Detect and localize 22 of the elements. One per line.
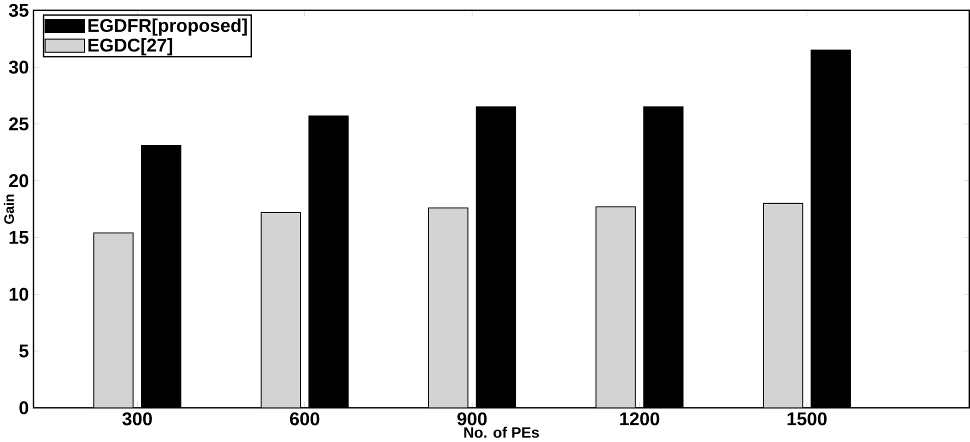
- y-tick-label: 20: [9, 174, 28, 188]
- y-tick-label: 30: [8, 60, 28, 74]
- y-tick-label: 25: [9, 118, 28, 131]
- y-tick-label: 15: [10, 231, 28, 244]
- x-tick-label: 900: [457, 412, 487, 426]
- bar: [428, 208, 468, 408]
- y-tick-label: 5: [19, 344, 28, 358]
- bar: [596, 206, 636, 408]
- y-tick-label: 0: [19, 401, 28, 414]
- y-tick-label: 10: [10, 288, 28, 301]
- legend-label: EGDC[27]: [88, 38, 172, 56]
- bar: [93, 232, 134, 408]
- x-tick-label: 1500: [788, 412, 827, 426]
- y-axis-title: Gain: [4, 194, 14, 224]
- y-tick-label: 35: [8, 4, 28, 18]
- x-tick-label: 1200: [620, 412, 660, 426]
- x-tick-label: 600: [290, 412, 320, 426]
- x-axis-title: No. of PEs: [464, 426, 539, 438]
- bar: [260, 212, 301, 408]
- bar: [762, 203, 804, 408]
- legend-label: EGDFR[proposed]: [88, 18, 247, 36]
- x-tick-label: 300: [122, 412, 152, 426]
